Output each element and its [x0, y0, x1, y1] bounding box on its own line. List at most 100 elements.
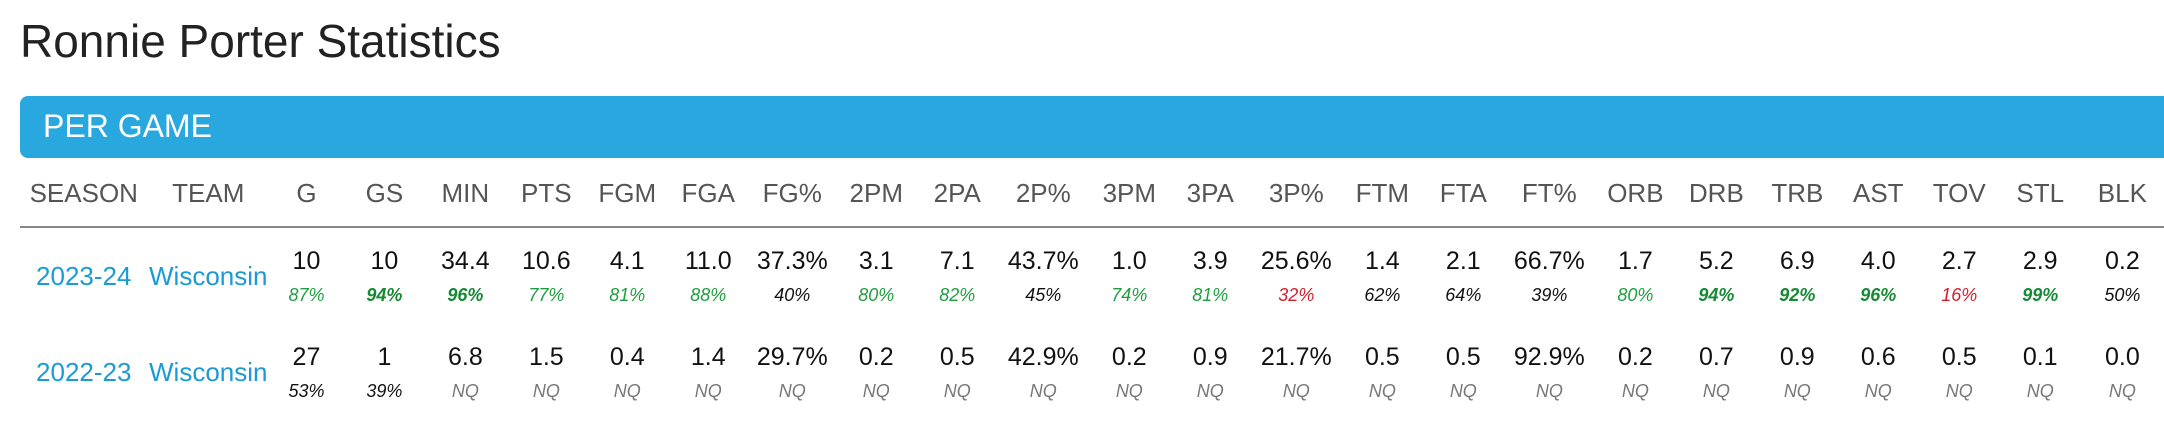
- percentile-rank: NQ: [778, 381, 806, 401]
- stat-value: 0.5: [1364, 343, 1400, 371]
- stat-cell: 3.1 80%: [836, 227, 917, 324]
- table-row: 2023-24 Wisconsin 10 87% 10 94% 34.4 96% 10.6 77%…: [20, 227, 2164, 324]
- percentile-rank: NQ: [1449, 381, 1477, 401]
- column-header-tov[interactable]: TOV: [1918, 170, 2000, 228]
- page-title: Ronnie Porter Statistics: [20, 15, 501, 67]
- stat-cell: 2.1 64%: [1423, 227, 1504, 324]
- column-header-blk[interactable]: BLK: [2080, 170, 2164, 228]
- stat-value: 0.0: [2104, 343, 2140, 371]
- stat-value: 2.9: [2022, 247, 2058, 275]
- percentile-rank: NQ: [862, 381, 890, 401]
- percentile-rank: 64%: [1445, 285, 1482, 305]
- column-header-fgm[interactable]: FGM: [586, 170, 668, 228]
- table-body: 2023-24 Wisconsin 10 87% 10 94% 34.4 96% 10.6 77%…: [20, 227, 2164, 420]
- stat-cell: 2.7 16%: [1919, 227, 2000, 324]
- percentile-rank: 77%: [528, 285, 565, 305]
- percentile-rank: NQ: [1196, 381, 1224, 401]
- percentile-rank: 94%: [366, 285, 403, 305]
- stat-value: 0.9: [1192, 343, 1228, 371]
- percentile-rank: NQ: [1115, 381, 1143, 401]
- stat-cell: 1 39%: [344, 324, 425, 420]
- stat-cell: 0.4 NQ: [587, 324, 668, 420]
- column-header-drb[interactable]: DRB: [1675, 170, 1757, 228]
- column-header-2pm[interactable]: 2PM: [835, 170, 917, 228]
- stat-cell: 10 87%: [269, 227, 344, 324]
- stat-value: 0.5: [1445, 343, 1481, 371]
- percentile-rank: 96%: [447, 285, 484, 305]
- column-header-ft-pct[interactable]: FT%: [1503, 170, 1595, 228]
- team-link[interactable]: Wisconsin: [149, 356, 268, 387]
- stat-cell: 3.9 81%: [1170, 227, 1251, 324]
- stat-cell: 29.7% NQ: [749, 324, 836, 420]
- stat-cell: 21.7% NQ: [1251, 324, 1342, 420]
- percentile-rank: NQ: [943, 381, 971, 401]
- column-header-trb[interactable]: TRB: [1756, 170, 1838, 228]
- stat-cell: 0.7 NQ: [1676, 324, 1757, 420]
- stat-value: 42.9%: [1007, 343, 1079, 371]
- stat-value: 3.9: [1192, 247, 1228, 275]
- percentile-rank: NQ: [1702, 381, 1730, 401]
- stat-cell: 0.2 50%: [2081, 227, 2164, 324]
- stat-value: 1.7: [1617, 247, 1653, 275]
- stat-value: 0.6: [1860, 343, 1896, 371]
- stat-cell: 1.5 NQ: [506, 324, 587, 420]
- stat-value: 10.6: [521, 247, 571, 275]
- percentile-rank: NQ: [1368, 381, 1396, 401]
- stat-value: 10: [292, 247, 321, 275]
- stat-value: 0.7: [1698, 343, 1734, 371]
- team-cell: Wisconsin: [148, 227, 269, 324]
- column-header-fta[interactable]: FTA: [1422, 170, 1504, 228]
- stat-value: 21.7%: [1260, 343, 1332, 371]
- percentile-rank: NQ: [2108, 381, 2136, 401]
- section-title: PER GAME: [43, 108, 212, 144]
- percentile-rank: 80%: [858, 285, 895, 305]
- column-header-2pa[interactable]: 2PA: [916, 170, 998, 228]
- stat-value: 92.9%: [1513, 343, 1585, 371]
- stat-value: 0.2: [2104, 247, 2140, 275]
- season-cell: 2023-24: [20, 227, 148, 324]
- column-header-stl[interactable]: STL: [1999, 170, 2081, 228]
- percentile-rank: 16%: [1941, 285, 1978, 305]
- team-link[interactable]: Wisconsin: [149, 260, 268, 291]
- column-header-min[interactable]: MIN: [424, 170, 506, 228]
- column-header-ftm[interactable]: FTM: [1341, 170, 1423, 228]
- percentile-rank: 82%: [939, 285, 976, 305]
- column-header-3pm[interactable]: 3PM: [1088, 170, 1170, 228]
- season-link[interactable]: 2022-23: [36, 356, 132, 387]
- stat-value: 1.4: [690, 343, 726, 371]
- percentile-rank: 53%: [288, 381, 325, 401]
- stat-value: 4.0: [1860, 247, 1896, 275]
- column-header-pts[interactable]: PTS: [505, 170, 587, 228]
- stat-value: 34.4: [441, 247, 490, 275]
- stat-value: 25.6%: [1260, 247, 1332, 275]
- column-header-2p-pct[interactable]: 2P%: [997, 170, 1089, 228]
- column-header-ast[interactable]: AST: [1837, 170, 1919, 228]
- stat-cell: 0.1 NQ: [2000, 324, 2081, 420]
- percentile-rank: NQ: [451, 381, 479, 401]
- stat-cell: 2.9 99%: [2000, 227, 2081, 324]
- stat-value: 37.3%: [756, 247, 828, 275]
- stat-value: 10: [370, 247, 399, 275]
- season-link[interactable]: 2023-24: [36, 260, 132, 291]
- percentile-rank: NQ: [1621, 381, 1649, 401]
- stat-cell: 0.2 NQ: [1089, 324, 1170, 420]
- stat-cell: 0.5 NQ: [1423, 324, 1504, 420]
- column-header-team[interactable]: TEAM: [147, 170, 269, 228]
- column-header-fga[interactable]: FGA: [667, 170, 749, 228]
- column-header-orb[interactable]: ORB: [1594, 170, 1676, 228]
- stat-value: 1.0: [1111, 247, 1147, 275]
- column-header-g[interactable]: G: [269, 170, 344, 228]
- column-header-gs[interactable]: GS: [343, 170, 425, 228]
- column-header-3pa[interactable]: 3PA: [1169, 170, 1251, 228]
- stat-cell: 92.9% NQ: [1504, 324, 1595, 420]
- stat-cell: 66.7% 39%: [1504, 227, 1595, 324]
- stat-cell: 0.9 NQ: [1757, 324, 1838, 420]
- column-header-fg-pct[interactable]: FG%: [748, 170, 836, 228]
- percentile-rank: NQ: [613, 381, 641, 401]
- percentile-rank: 92%: [1779, 285, 1816, 305]
- stat-cell: 1.4 NQ: [668, 324, 749, 420]
- column-header-season[interactable]: SEASON: [20, 170, 148, 228]
- column-header-3p-pct[interactable]: 3P%: [1250, 170, 1342, 228]
- percentile-rank: 39%: [366, 381, 403, 401]
- percentile-rank: NQ: [1783, 381, 1811, 401]
